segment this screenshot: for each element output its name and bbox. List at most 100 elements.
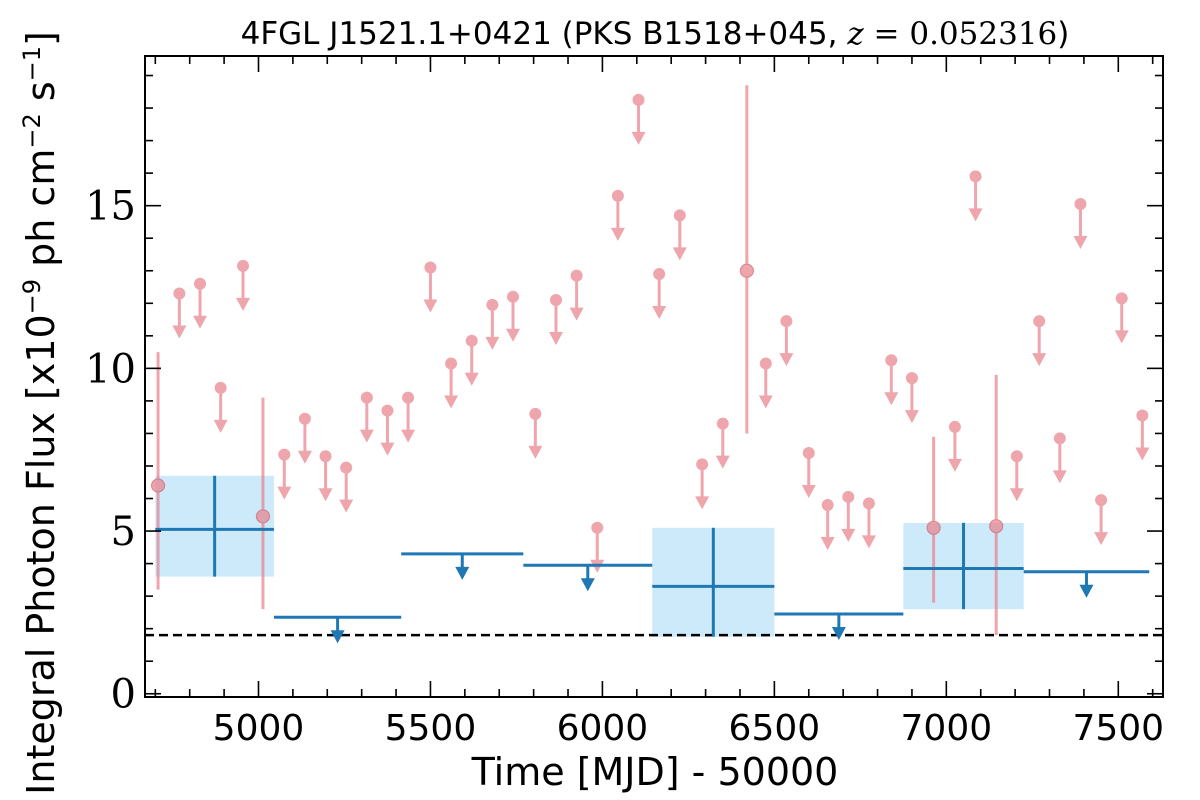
fine-detection-point [926,436,941,603]
fine-upper-limit-marker [969,170,982,183]
fine-upper-limit [401,391,416,443]
coarse-upper-limit-arrow [455,566,470,580]
x-tick-label: 7000 [901,708,993,749]
fine-upper-limit [339,461,354,513]
y-tick-label: 15 [85,184,136,230]
fine-upper-limit-marker [214,381,227,394]
fine-upper-limit-arrow [672,247,687,261]
fine-point-marker [989,519,1004,534]
x-axis-label: Time [MJD] - 50000 [471,750,839,794]
fine-upper-limit-arrow [297,450,312,464]
fine-upper-limit-marker [885,354,898,367]
fine-upper-limit [904,372,919,424]
fine-upper-limit [1009,450,1024,502]
fine-upper-limit-marker [611,189,624,202]
fine-upper-limit [213,381,228,433]
fine-upper-limit-arrow [841,528,856,542]
fine-upper-limit [1114,292,1129,344]
fine-upper-limit-marker [340,461,353,474]
fine-upper-limit [423,261,438,313]
fine-upper-limit-arrow [820,537,835,551]
fine-upper-limit [968,170,983,222]
fine-upper-limit-arrow [779,353,794,367]
axes: 5000 5500 6000 6500 7000 7500 0 5 10 15 [85,55,1164,749]
fine-upper-limit [801,446,816,498]
fine-upper-limit-marker [506,290,519,303]
x-tick-label: 6000 [557,708,649,749]
fine-upper-limit [193,277,208,329]
fine-upper-limit-arrow [339,499,354,513]
fine-upper-limit-arrow [695,496,710,510]
fine-upper-limit [464,334,479,386]
fine-upper-limit-marker [653,268,666,281]
x-tick-label: 6500 [729,708,821,749]
fine-upper-limit-marker [465,334,478,347]
fine-upper-limit-marker [570,269,583,282]
fine-detection-point [150,352,166,590]
fine-upper-limit-arrow [172,325,187,339]
fine-upper-limit [505,290,520,342]
fine-upper-limit-marker [591,521,604,534]
fine-upper-limit-marker [821,499,834,512]
fine-upper-limit-arrow [1052,470,1067,484]
fine-upper-limit [672,209,687,261]
fine-upper-limit [841,490,856,542]
fine-upper-limit-arrow [968,208,983,222]
plot-frame [144,55,1164,698]
fine-upper-limit-marker [278,448,291,461]
fine-upper-limit-marker [360,391,373,404]
fine-upper-limit-arrow [464,372,479,386]
fine-upper-limit-arrow [715,455,730,469]
fine-upper-limit [172,287,187,339]
fine-upper-limit-marker [1136,409,1149,422]
fine-upper-limit [569,269,584,321]
fine-detection-point [255,397,271,610]
fine-point-marker [926,520,941,535]
fine-upper-limit-arrow [318,488,333,502]
fine-upper-limit [277,448,292,500]
x-tick-label: 7500 [1072,708,1164,749]
fine-upper-limit-arrow [423,299,438,313]
fine-upper-limit-marker [1053,432,1066,445]
fine-detection-point [989,374,1004,636]
fine-upper-limit-marker [716,417,729,430]
fine-upper-limit [380,404,395,456]
fine-upper-limit-arrow [1009,488,1024,502]
fine-upper-limit-arrow [1114,330,1129,344]
fine-upper-limit-marker [298,412,311,425]
fine-upper-limit-arrow [758,395,773,409]
fine-upper-limit-marker [445,357,458,370]
fine-upper-limit-arrow [904,410,919,424]
fine-upper-limit-arrow [213,419,228,433]
fine-upper-limit-marker [759,357,772,370]
fine-upper-limit-marker [1115,292,1128,305]
fine-upper-limit [861,497,876,549]
y-tick-label: 10 [85,346,136,392]
fine-upper-limit [820,499,835,551]
fine-upper-limit-arrow [861,535,876,549]
fine-upper-limit-arrow [569,307,584,321]
fine-upper-limit [1032,315,1047,367]
fine-upper-limit-marker [549,294,562,307]
fine-upper-limit-arrow [1073,236,1088,250]
fine-upper-limit-arrow [485,336,500,350]
coarse-upper-limit-arrow [831,627,846,641]
fine-point-marker [739,263,754,278]
fine-upper-limit [1135,409,1150,461]
coarse-upper-limit-arrow [580,578,595,592]
fine-upper-limit-arrow [631,131,646,145]
coarse-bin-series [155,475,1150,644]
fine-upper-limit-marker [1095,494,1108,507]
fine-upper-limit-arrow [801,484,816,498]
fine-upper-limit-arrow [1094,532,1109,546]
fine-upper-limit [779,315,794,367]
coarse-upper-limit-arrow [330,630,345,644]
fine-upper-limit-marker [319,450,332,463]
fine-upper-limit-arrow [528,445,543,459]
fine-upper-limit-marker [802,446,815,459]
fine-upper-limit-marker [1010,450,1023,463]
fine-upper-limit-arrow [947,458,962,472]
fine-upper-limit-marker [173,287,186,300]
fine-point-marker [150,478,166,493]
